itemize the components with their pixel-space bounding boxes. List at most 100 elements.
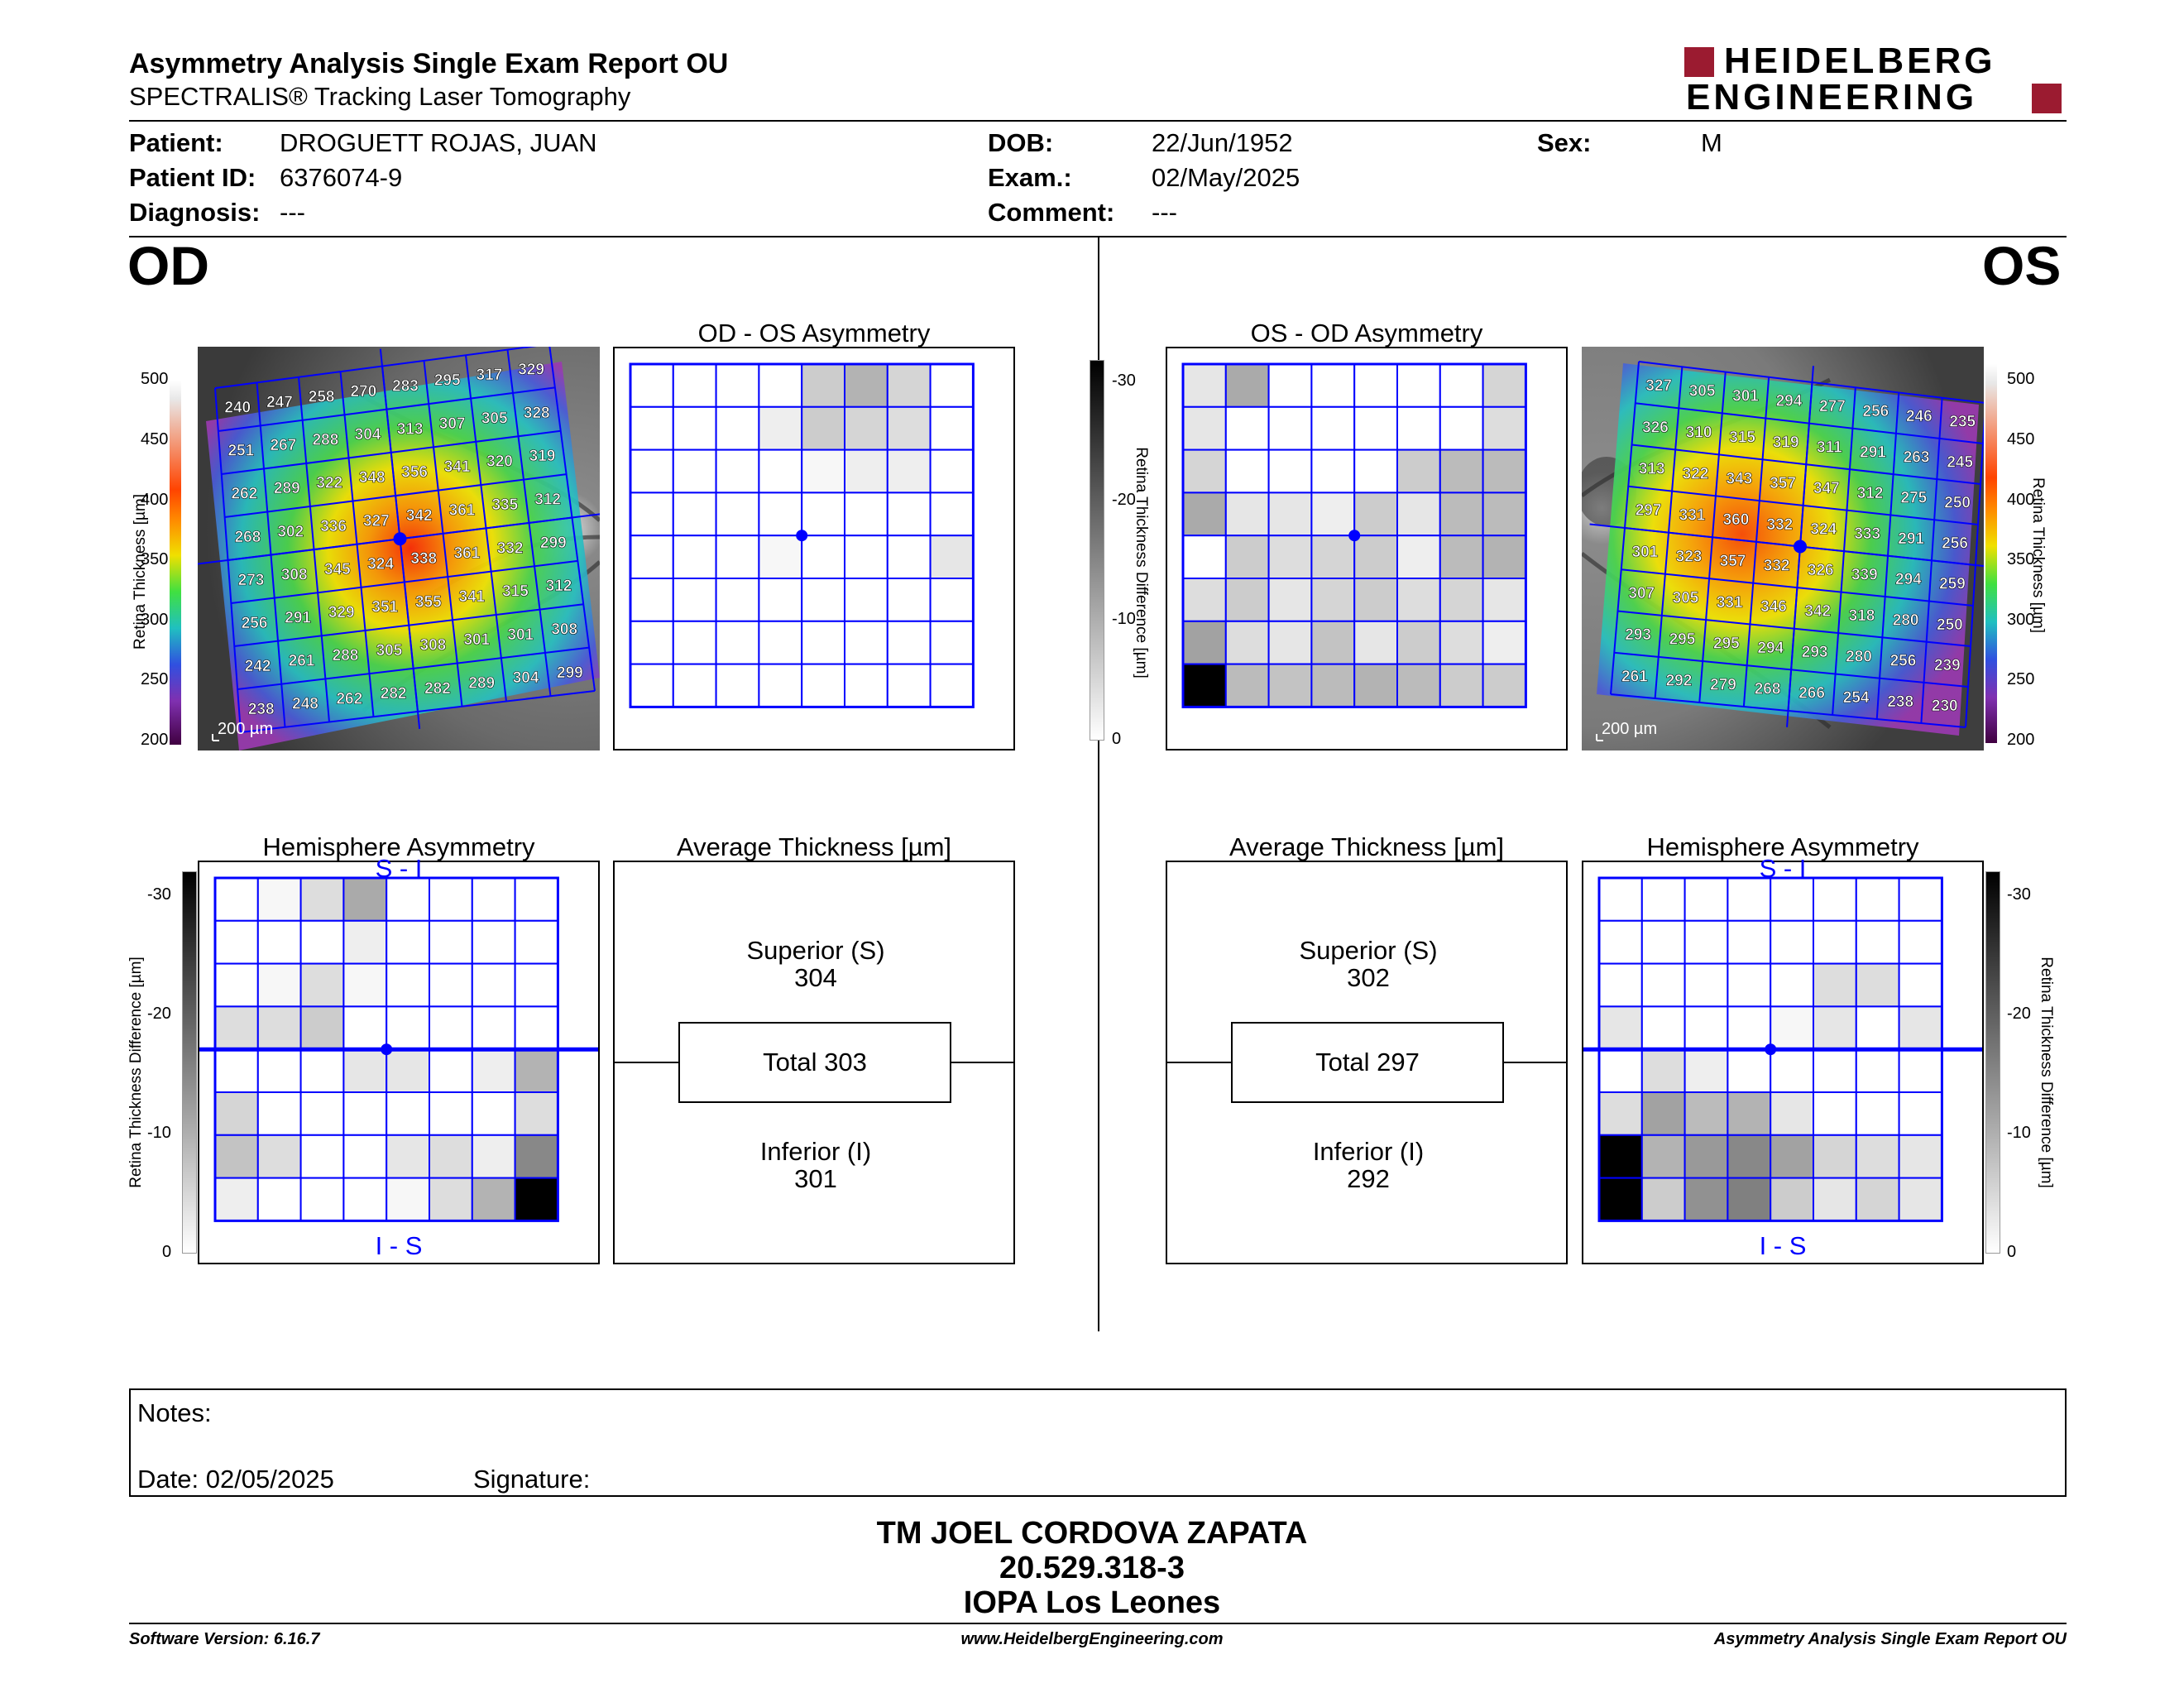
os-hemi-tick-30: -30 [2007,885,2031,904]
os-thickness-value: 250 [1937,616,1963,634]
od-thickness-value: 361 [454,545,481,563]
od-hemi-fovea-dot [381,1043,393,1056]
od-os-asym-cell [929,535,975,579]
od-hemi-cell [429,1134,473,1179]
center-tick-30: -30 [1112,372,1136,390]
os-thickness-value: 275 [1901,490,1928,507]
notes-label: Notes: [137,1398,212,1427]
os-hemi-cell [1855,877,1900,922]
od-hemi-cell [514,1091,559,1136]
os-thickness-value: 250 [1944,495,1971,512]
notes-box[interactable]: Notes: Date: 02/05/2025 Signature: [129,1388,2067,1497]
od-hemi-cell [429,919,473,965]
od-hemi-cell [342,919,388,965]
os-thickness-axis-label: Retina Thickness [µm] [2029,477,2047,633]
od-average-panel: Superior (S) 304 Total 303 Inferior (I) … [613,861,1015,1264]
website-link[interactable]: www.HeidelbergEngineering.com [960,1630,1224,1648]
od-thickness-value: 299 [540,535,567,552]
os-thickness-value: 311 [1817,439,1842,456]
od-hemi-cell [514,962,559,1008]
os-hemi-cell [1727,877,1772,922]
od-os-asym-cell [758,448,803,494]
os-thickness-colorbar [1985,364,1997,743]
od-hemi-tick-10: -10 [147,1124,171,1142]
os-hemi-cell [1855,1177,1900,1222]
os-od-asym-cell [1310,535,1356,579]
od-hemi-cell [214,1134,259,1179]
os-hemi-s-i-label: S - I [1759,854,1807,883]
os-thickness-value: 254 [1843,689,1870,707]
os-thickness-value: 292 [1666,672,1693,689]
od-thickness-value: 341 [444,458,471,476]
od-hemi-cell [386,1048,430,1093]
os-thickness-value: 357 [1770,475,1796,492]
os-thickness-value: 319 [1773,434,1799,451]
od-hemi-cell [256,962,302,1008]
od-thickness-value: 317 [477,367,503,384]
os-od-asym-cell [1182,663,1227,708]
od-os-asym-cell [758,405,803,451]
os-od-asym-cell [1224,448,1270,494]
od-os-asym-cell [929,363,975,408]
od-thickness-value: 320 [486,453,513,471]
od-hemi-cell [342,1005,388,1051]
od-os-asymmetry-grid [629,362,975,708]
os-thickness-value: 307 [1628,585,1655,602]
os-hemi-cell [1813,1177,1857,1222]
center-difference-colorbar [1090,360,1104,741]
od-hemi-cell [471,1091,516,1136]
os-tick-350: 350 [2007,550,2035,568]
os-hemi-cell [1727,1177,1772,1222]
od-os-asym-cell [672,578,717,622]
eye-divider [1098,237,1099,1331]
od-hemi-cell [299,1091,345,1136]
od-thickness-value: 256 [242,615,268,632]
od-thickness-grid: 240 247 258 270 283 295 317 329 251 267 288 304 313 3… [198,347,600,733]
os-hemi-cell [1640,919,1686,965]
od-hemi-cell [299,919,345,965]
os-thickness-value: 312 [1857,485,1884,502]
os-od-asym-cell [1182,620,1227,665]
od-hemi-cell [514,919,559,965]
os-thickness-value: 295 [1669,631,1696,648]
os-od-asym-cell [1224,620,1270,665]
os-scale-bar-label: 200 µm [1602,720,1657,738]
center-tick-0: 0 [1112,730,1122,748]
os-od-asym-cell [1396,363,1441,408]
od-thickness-value: 258 [309,388,335,405]
od-os-asym-cell [886,363,932,408]
od-thickness-value: 295 [434,372,461,390]
od-os-asym-cell [630,620,674,665]
os-average-title: Average Thickness [µm] [1228,832,1505,861]
os-od-asym-cell [1310,578,1356,622]
od-os-asym-cell [758,578,803,622]
os-hemi-cell [1598,1177,1643,1222]
od-os-asym-cell [844,578,888,622]
od-os-asym-cell [801,578,845,622]
os-hemi-cell [1598,1048,1643,1093]
od-thickness-value: 240 [224,400,251,417]
os-thickness-value: 347 [1813,480,1840,497]
os-hemi-cell [1770,1005,1814,1051]
report-subtitle: SPECTRALIS® Tracking Laser Tomography [129,82,631,111]
od-tick-300: 300 [141,611,169,629]
os-hemi-cell [1727,962,1772,1008]
od-thickness-value: 356 [401,464,428,482]
od-total-box: Total 303 [678,1022,951,1103]
od-hemi-cell [471,1177,516,1222]
od-tick-200: 200 [141,731,169,749]
os-od-asym-cell [1310,620,1356,665]
os-thickness-value: 297 [1636,502,1662,520]
od-hemi-cell [342,877,388,922]
eye-label-os: OS [1982,235,2062,296]
patient-id: 6376074-9 [280,163,403,192]
od-thickness-value: 302 [277,523,304,540]
od-hemi-cell [214,962,259,1008]
od-os-asym-cell [801,663,845,708]
os-od-asym-cell [1353,620,1398,665]
os-hemi-cell [1813,919,1857,965]
os-hemi-cell [1640,962,1686,1008]
od-hemi-tick-30: -30 [147,885,171,904]
od-thickness-value: 299 [557,664,583,682]
os-thickness-value: 246 [1906,408,1933,425]
